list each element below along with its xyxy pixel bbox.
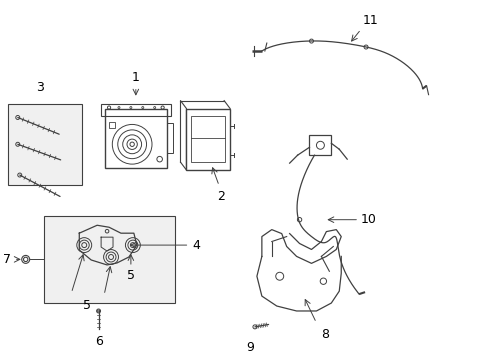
- Bar: [8, 104, 82, 185]
- Text: 5: 5: [83, 299, 91, 312]
- Text: 7: 7: [3, 253, 11, 266]
- Text: 9: 9: [245, 341, 253, 354]
- Text: 1: 1: [132, 71, 140, 84]
- Bar: [166, 123, 172, 153]
- Bar: [43, 216, 174, 303]
- Bar: [186, 109, 230, 170]
- Bar: [191, 116, 224, 162]
- Bar: [109, 122, 115, 129]
- Bar: [101, 104, 170, 117]
- Text: 11: 11: [362, 14, 378, 27]
- Text: 3: 3: [36, 81, 44, 94]
- Bar: [309, 135, 331, 155]
- Text: 8: 8: [321, 328, 329, 341]
- Text: 6: 6: [95, 335, 102, 348]
- Text: 5: 5: [126, 269, 135, 282]
- Text: 2: 2: [217, 190, 224, 203]
- Text: 4: 4: [192, 239, 200, 252]
- Text: 10: 10: [360, 213, 376, 226]
- Bar: [105, 109, 166, 168]
